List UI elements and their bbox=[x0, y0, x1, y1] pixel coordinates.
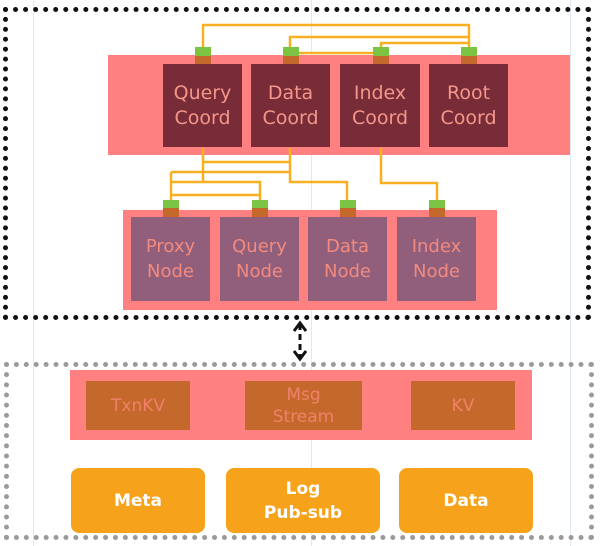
txnkv-box: TxnKV bbox=[86, 381, 190, 430]
port bbox=[252, 200, 268, 208]
guide-line bbox=[570, 0, 571, 546]
guide-line bbox=[33, 0, 34, 546]
port bbox=[373, 56, 389, 64]
connector-index-root bbox=[379, 41, 469, 48]
connector-index-indexnode bbox=[379, 148, 439, 200]
proxy-node: Proxy Node bbox=[131, 217, 210, 301]
index-node: Index Node bbox=[397, 217, 476, 301]
log-pubsub-box: Log Pub-sub bbox=[226, 468, 380, 533]
data-coord: Data Coord bbox=[251, 64, 330, 147]
port bbox=[429, 208, 445, 217]
connector-data-datanode bbox=[288, 148, 349, 200]
index-coord: Index Coord bbox=[340, 64, 420, 147]
bidirectional-arrow bbox=[292, 320, 308, 362]
root-coord: Root Coord bbox=[429, 64, 508, 147]
data-storage-box: Data bbox=[399, 468, 533, 533]
port bbox=[195, 47, 211, 56]
kv-box: KV bbox=[411, 381, 515, 430]
port bbox=[163, 200, 179, 208]
compute-layer-boundary bbox=[3, 7, 591, 320]
port bbox=[283, 47, 299, 56]
connector-data-root bbox=[288, 35, 469, 48]
port bbox=[461, 56, 477, 64]
port bbox=[373, 47, 389, 56]
port bbox=[195, 56, 211, 64]
query-coord: Query Coord bbox=[163, 64, 242, 147]
connector-bus-3 bbox=[171, 180, 262, 200]
port bbox=[340, 208, 356, 217]
port bbox=[461, 47, 477, 56]
port bbox=[252, 208, 268, 217]
meta-box: Meta bbox=[71, 468, 205, 533]
port bbox=[429, 200, 445, 208]
port bbox=[283, 56, 299, 64]
port bbox=[340, 200, 356, 208]
port bbox=[163, 208, 179, 217]
msg-stream-box: Msg Stream bbox=[245, 381, 362, 430]
data-node: Data Node bbox=[308, 217, 387, 301]
query-node: Query Node bbox=[220, 217, 299, 301]
storage-layer-boundary bbox=[4, 362, 594, 540]
